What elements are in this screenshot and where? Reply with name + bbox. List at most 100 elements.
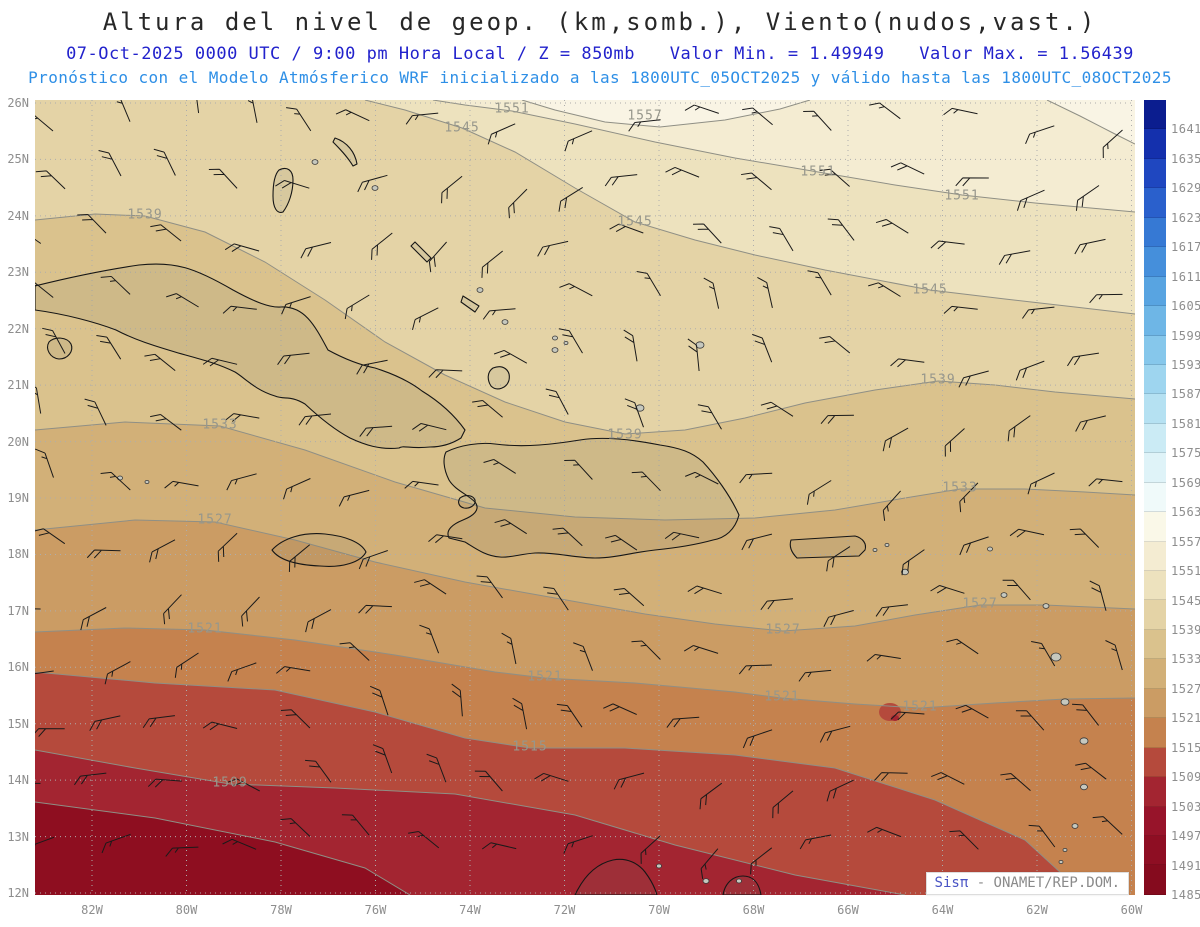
wind-barb <box>543 586 569 611</box>
wind-barb <box>100 275 131 295</box>
wind-barb <box>428 241 447 273</box>
wind-barb <box>1092 816 1123 835</box>
wind-barb <box>955 177 989 187</box>
map-plot-area: 1551 1557 1545 1551 1551 1539 1545 1545 1539 1533… <box>35 100 1135 895</box>
wind-barb <box>930 585 965 594</box>
coastline-path <box>460 295 480 313</box>
value-max-text: Valor Max. = 1.56439 <box>919 44 1134 64</box>
wind-barb <box>369 685 389 716</box>
wind-barb <box>104 661 131 685</box>
lat-tick-label: 12N <box>7 886 29 901</box>
wind-barb <box>242 100 258 123</box>
wind-barb <box>89 715 121 731</box>
island <box>736 878 742 884</box>
wind-barb <box>300 242 332 259</box>
wind-barb <box>338 489 370 507</box>
wind-barb <box>149 539 176 563</box>
wind-barb <box>998 250 1031 265</box>
coastline-path <box>35 263 466 449</box>
wind-barb <box>217 532 238 562</box>
island <box>872 547 878 552</box>
wind-barb <box>344 294 370 320</box>
wind-barb <box>186 100 200 114</box>
geopotential-contour-map <box>35 100 1135 895</box>
island <box>1000 592 1008 598</box>
wind-barb <box>96 335 122 360</box>
wind-barb <box>144 353 176 371</box>
wind-barb <box>142 715 175 729</box>
wind-barb <box>750 847 773 875</box>
island <box>656 863 662 869</box>
colorbar-cell <box>1144 512 1166 542</box>
wind-barb <box>943 107 978 116</box>
contour-line <box>35 749 906 895</box>
wind-barb <box>86 549 121 559</box>
wind-barb <box>874 772 908 781</box>
wind-barb <box>426 753 447 783</box>
wind-barb <box>150 224 182 242</box>
wind-barb <box>280 709 311 729</box>
wind-barb <box>80 607 107 631</box>
lat-tick-label: 14N <box>7 773 29 788</box>
wind-barb <box>823 610 854 627</box>
colorbar-tick-label: 1593 <box>1171 358 1200 372</box>
wind-barb <box>35 836 55 857</box>
wind-barb <box>803 110 832 131</box>
lon-tick-label: 82W <box>81 903 103 917</box>
lat-tick-label: 25N <box>7 152 29 167</box>
contour-line <box>35 421 1135 521</box>
island <box>563 340 569 345</box>
wind-barb <box>552 527 583 547</box>
island <box>371 185 379 191</box>
wind-barb <box>949 830 979 850</box>
coastline-path <box>574 858 658 895</box>
wind-barb <box>699 782 723 810</box>
wind-barb <box>628 119 661 132</box>
wind-barb <box>222 305 257 314</box>
wind-barb <box>890 162 925 175</box>
island <box>1060 698 1070 706</box>
wind-barb <box>226 778 260 792</box>
colorbar-tick-label: 1545 <box>1171 593 1200 608</box>
wind-barb <box>666 716 700 728</box>
lat-tick-label: 24N <box>7 208 29 223</box>
coastline-path <box>443 437 740 559</box>
wind-barb <box>305 759 332 783</box>
wind-barb <box>943 305 978 314</box>
wind-barb <box>703 277 720 309</box>
wind-barb <box>35 670 54 684</box>
island <box>552 335 558 341</box>
colorbar-cell <box>1144 659 1166 689</box>
wind-barb <box>358 604 392 614</box>
wind-barb <box>534 772 569 782</box>
wind-barbs <box>35 100 1123 880</box>
wind-barb <box>537 240 569 257</box>
colorbar-cell <box>1144 571 1166 601</box>
colorbar-tick-label: 1623 <box>1171 210 1200 225</box>
value-min-text: Valor Min. = 1.49949 <box>669 44 885 64</box>
lat-tick-label: 15N <box>7 716 29 731</box>
wind-barb <box>1022 306 1055 319</box>
wind-barb <box>760 401 794 417</box>
wind-barb <box>476 575 503 599</box>
colorbar-cell <box>1144 541 1166 571</box>
colorbar-cell <box>1144 865 1166 895</box>
wind-barb <box>697 404 722 430</box>
wind-barb <box>603 703 637 715</box>
contour-line <box>35 801 411 895</box>
wind-barb <box>35 381 42 414</box>
wind-barb <box>1027 472 1055 495</box>
colorbar-tick-label: 1515 <box>1171 740 1200 755</box>
wind-barb <box>613 772 645 790</box>
coastline-path <box>332 137 358 167</box>
island <box>501 319 509 325</box>
wind-barb <box>1000 773 1031 791</box>
wind-barb <box>288 544 311 572</box>
wind-barb <box>1025 125 1055 145</box>
colorbar-cell <box>1144 158 1166 189</box>
colorbar-cell <box>1144 129 1166 159</box>
wind-barb <box>545 388 569 415</box>
wind-barb <box>604 174 638 187</box>
colorbar-tick-label: 1503 <box>1171 799 1200 814</box>
